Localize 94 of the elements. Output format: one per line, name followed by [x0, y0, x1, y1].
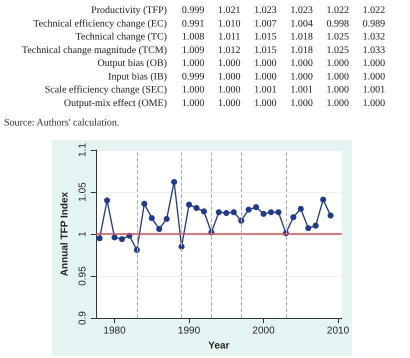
data-label: 1.015 — [254, 32, 277, 43]
point — [268, 209, 274, 216]
data-label: 1.000 — [218, 58, 240, 70]
point — [104, 197, 110, 204]
y-tick-label: Productivity (TFP) — [91, 5, 167, 16]
data-label: 0.991 — [182, 18, 204, 30]
data-label: 1.000 — [182, 98, 204, 109]
data-label: 1.000 — [254, 98, 277, 109]
point — [312, 222, 319, 229]
data-label: 1.018 — [290, 32, 313, 43]
data-label: 1.012 — [218, 44, 240, 56]
point — [200, 208, 207, 214]
data-label: 1.004 — [290, 18, 313, 30]
point — [290, 214, 296, 220]
source-note: Source: Authors' calculation. — [4, 118, 120, 128]
point — [171, 178, 178, 185]
y-tick-label: Technical efficiency change (EC) — [33, 18, 167, 30]
point — [148, 215, 155, 222]
data-label: 1.032 — [362, 32, 386, 43]
data-label: 1.008 — [182, 32, 204, 43]
y-tick-label: Input bias (IB) — [108, 71, 167, 82]
y-tick-label: 1 — [77, 230, 88, 237]
y-tick-label: 1.1 — [77, 142, 88, 157]
data-label: 1.033 — [362, 44, 386, 56]
data-label: 1.000 — [254, 71, 277, 82]
data-label: 1.000 — [326, 84, 349, 96]
data-label: 1.007 — [254, 18, 277, 30]
point — [246, 206, 252, 213]
point — [186, 202, 192, 208]
data-label: 1.000 — [290, 98, 313, 109]
data-label: 0.999 — [182, 5, 204, 16]
point — [216, 209, 222, 216]
y-tick-label: Technical change magnitude (TCM) — [22, 44, 167, 56]
point — [328, 212, 334, 219]
data-label: 1.025 — [326, 32, 349, 43]
data-label: 1.001 — [362, 84, 386, 96]
data-label: 1.021 — [218, 5, 240, 16]
data-label: 1.000 — [182, 58, 204, 70]
data-label: 1.000 — [326, 58, 349, 70]
point — [112, 234, 118, 240]
point — [96, 235, 103, 242]
point — [118, 236, 125, 242]
point — [253, 204, 260, 210]
data-label: 1.009 — [182, 44, 204, 56]
y-tick-label: Technical change (TC) — [76, 32, 167, 43]
x-tick-label: 2010 — [326, 326, 350, 337]
data-label: 1.000 — [326, 98, 349, 109]
y-tick-label: Output-mix effect (OME) — [64, 98, 167, 109]
data-label: 1.023 — [290, 5, 313, 16]
data-label: 1.022 — [326, 5, 349, 16]
point — [320, 196, 326, 203]
point — [230, 209, 237, 216]
data-label: 1.000 — [218, 84, 240, 96]
x-axis-title: Year — [208, 340, 230, 352]
data-label: 1.000 — [362, 71, 386, 82]
y-tick-label: 0.95 — [77, 266, 88, 286]
x-tick-label: 2000 — [252, 326, 276, 337]
data-label: 1.015 — [254, 44, 277, 56]
data-label: 1.022 — [362, 5, 386, 16]
y-tick-label: 0.9 — [77, 310, 88, 326]
data-label: 0.989 — [362, 18, 386, 30]
data-label: 1.000 — [290, 58, 313, 70]
y-tick-label: Output bias (OB) — [98, 58, 167, 70]
y-axis-title: Annual TFP Index — [60, 191, 70, 276]
data-label: 1.025 — [326, 44, 349, 56]
data-label: 1.023 — [254, 5, 277, 16]
data-label: 1.018 — [290, 44, 313, 56]
data-label: 1.010 — [218, 18, 240, 30]
point — [193, 204, 200, 211]
data-label: 1.000 — [182, 84, 204, 96]
y-tick-label: Scale efficiency change (SEC) — [44, 84, 167, 96]
point — [305, 225, 312, 232]
point — [298, 206, 304, 212]
point — [275, 209, 282, 216]
x-tick-label: 1990 — [178, 326, 201, 337]
data-label: 0.999 — [182, 71, 204, 82]
data-label: 1.001 — [254, 84, 277, 96]
data-label: 1.000 — [362, 98, 386, 109]
point — [156, 226, 162, 232]
data-label: 1.000 — [290, 71, 313, 82]
data-label: 1.000 — [218, 71, 240, 82]
point — [164, 216, 170, 222]
data-label: 1.011 — [218, 32, 240, 43]
data-label: 1.000 — [254, 58, 277, 70]
point — [260, 210, 267, 217]
point — [141, 200, 148, 207]
point — [223, 210, 230, 216]
data-label: 1.000 — [218, 98, 240, 109]
data-label: 0.998 — [326, 18, 349, 30]
data-label: 1.001 — [290, 84, 313, 96]
data-label: 1.000 — [326, 71, 349, 82]
data-label: 1.000 — [362, 58, 386, 70]
y-tick-label: 1.05 — [77, 182, 88, 202]
x-tick-label: 1980 — [103, 326, 126, 337]
